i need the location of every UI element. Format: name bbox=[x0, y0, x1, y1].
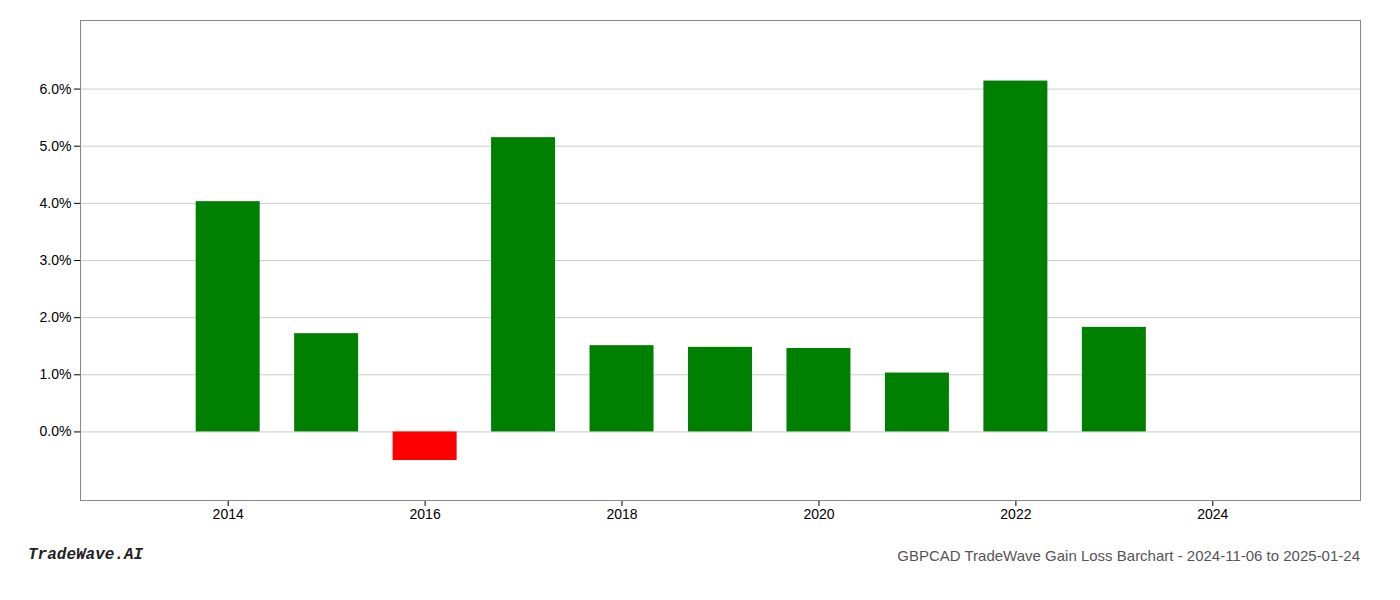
svg-text:4.0%: 4.0% bbox=[40, 195, 72, 211]
svg-text:0.0%: 0.0% bbox=[40, 423, 72, 439]
svg-text:2014: 2014 bbox=[213, 506, 244, 522]
svg-text:2022: 2022 bbox=[1000, 506, 1031, 522]
svg-text:5.0%: 5.0% bbox=[40, 138, 72, 154]
svg-text:2016: 2016 bbox=[410, 506, 441, 522]
svg-text:1.0%: 1.0% bbox=[40, 366, 72, 382]
html-text:TradeWave.AI: TradeWave.AI bbox=[28, 546, 144, 564]
svg-text:2020: 2020 bbox=[803, 506, 834, 522]
svg-text:2024: 2024 bbox=[1197, 506, 1228, 522]
svg-text:2018: 2018 bbox=[606, 506, 637, 522]
svg-text:3.0%: 3.0% bbox=[40, 252, 72, 268]
svg-text:2.0%: 2.0% bbox=[40, 309, 72, 325]
svg-text:6.0%: 6.0% bbox=[40, 81, 72, 97]
html-text:GBPCAD TradeWave Gain Loss Bar: GBPCAD TradeWave Gain Loss Barchart - 20… bbox=[897, 547, 1360, 564]
